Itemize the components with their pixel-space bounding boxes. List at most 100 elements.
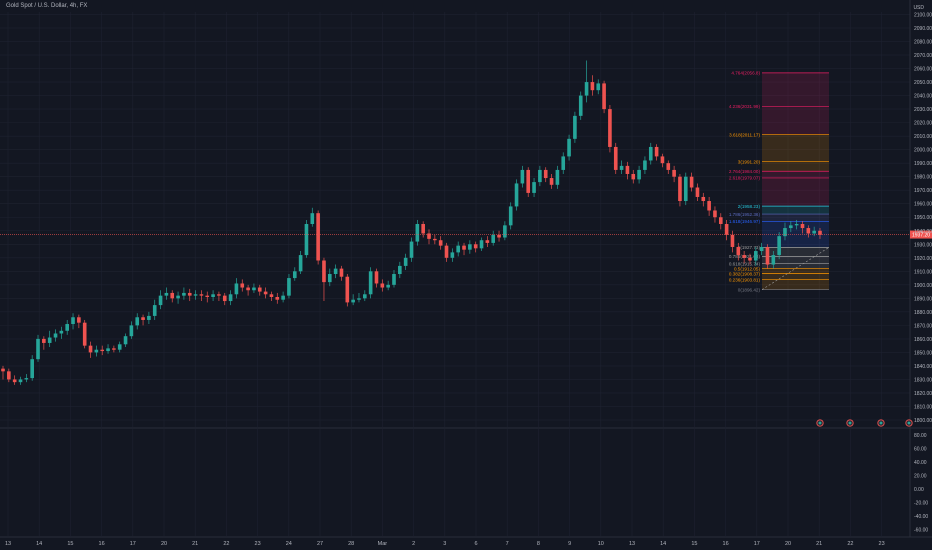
candle (176, 291, 180, 304)
candle (806, 225, 811, 238)
candle (327, 268, 332, 287)
fib-level-label: 1(1927.73) (738, 245, 761, 250)
candle-body (117, 344, 122, 350)
candle-body (403, 257, 408, 266)
price-axis-unit[interactable]: USD (913, 5, 924, 11)
candle (409, 237, 414, 262)
candle-body (269, 294, 274, 297)
price-tick-label: 1940.00 (914, 229, 932, 235)
fib-zone (762, 221, 829, 248)
candle-body (211, 294, 215, 297)
candle (170, 290, 175, 303)
candle-body (438, 240, 443, 246)
candle (468, 240, 472, 254)
fib-zone (762, 72, 829, 107)
candle-body (368, 271, 373, 295)
fibonacci-extension-tool: 4.764(2056.8) 4.236(2031.99) 3.618(2011.17… (729, 71, 830, 292)
candle (707, 196, 711, 216)
time-label: 6 (474, 541, 477, 547)
candle (532, 178, 536, 197)
candle-body (678, 176, 682, 202)
candle-body (240, 283, 245, 288)
candle (450, 248, 455, 262)
fib-level-label: 4.236(2031.99) (729, 104, 761, 109)
time-label: 14 (36, 541, 42, 547)
candle (485, 236, 490, 247)
candle (818, 228, 822, 239)
candle-body (94, 349, 99, 353)
candle-body (339, 268, 344, 277)
candle (742, 251, 746, 264)
candle (357, 292, 361, 303)
candle (199, 290, 204, 302)
indicator-tick-label: -40.00 (914, 514, 928, 520)
candle (724, 219, 729, 241)
candle (672, 165, 676, 183)
candle-body (713, 210, 717, 218)
event-marker-dot (907, 421, 911, 425)
candle (182, 287, 186, 300)
time-label: 10 (598, 541, 604, 547)
candle-body (444, 245, 449, 258)
candle (211, 290, 215, 302)
candle-body (695, 187, 700, 197)
candle (117, 341, 122, 353)
candle (65, 319, 70, 335)
fib-zone (762, 106, 829, 135)
candle-body (596, 83, 601, 91)
candle-body (532, 182, 536, 193)
price-tick-label: 2030.00 (914, 107, 932, 113)
fib-zone (762, 263, 829, 269)
price-tick-label: 1970.00 (914, 188, 932, 194)
candle-body (573, 115, 577, 139)
candle-body (590, 82, 595, 91)
candle-body (228, 294, 233, 302)
candle-body (100, 349, 105, 352)
candle-body (176, 295, 180, 299)
candle-body (503, 225, 507, 238)
fib-level-label: 2(1958.23) (738, 204, 761, 209)
candle (602, 80, 606, 114)
time-label: 16 (99, 541, 105, 547)
candle (152, 299, 157, 320)
candle-body (736, 246, 741, 256)
candle-body (508, 206, 513, 226)
price-tick-label: 1850.00 (914, 350, 932, 356)
candle-body (252, 287, 256, 291)
candle-body (789, 225, 793, 229)
candle (689, 172, 694, 192)
candle (794, 219, 799, 230)
candle-body (147, 315, 151, 320)
candle (654, 144, 659, 161)
candle (292, 267, 297, 281)
candle-body (322, 260, 326, 283)
fib-trend-line (761, 247, 830, 290)
candle (386, 280, 390, 291)
candle (269, 291, 274, 302)
candle-body (77, 317, 81, 323)
candle-body (71, 317, 75, 325)
price-tick-label: 2040.00 (914, 94, 932, 100)
candle-body (806, 228, 811, 234)
candle-body (683, 176, 688, 202)
candle-body (543, 169, 548, 179)
candles (1, 60, 822, 385)
candle-body (783, 228, 787, 237)
time-label: 13 (5, 541, 11, 547)
candle (695, 183, 700, 202)
candle (631, 169, 636, 184)
price-tick-label: 1820.00 (914, 391, 932, 397)
price-tick-label: 1910.00 (914, 269, 932, 275)
candle (7, 368, 11, 383)
indicator-tick-label: 80.00 (914, 433, 927, 439)
candle-body (257, 287, 262, 292)
time-label: 3 (443, 541, 446, 547)
candle (316, 210, 320, 265)
candle (164, 287, 169, 300)
symbol-title[interactable]: Gold Spot / U.S. Dollar, 4h, FX (6, 3, 88, 9)
time-label: 20 (785, 541, 791, 547)
candle (736, 242, 741, 261)
candle (217, 291, 221, 302)
